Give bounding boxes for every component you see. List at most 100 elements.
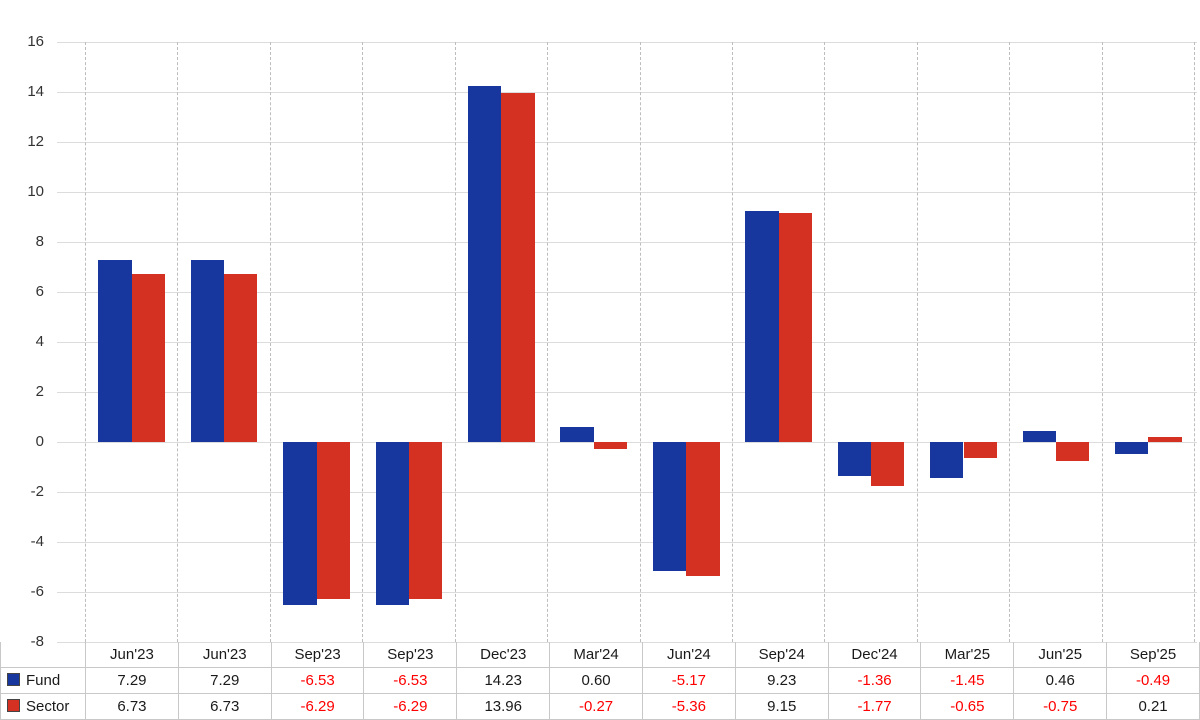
category-column xyxy=(547,42,639,642)
y-axis-labels: 16 14 12 10 8 6 4 2 0 -2 -4 -6 -8 xyxy=(0,34,48,650)
table-category-cell: Sep'25 xyxy=(1106,642,1200,668)
table-category-cell: Dec'23 xyxy=(456,642,551,668)
category-column xyxy=(269,42,362,642)
y-axis-tick-label: -4 xyxy=(30,533,44,550)
fund-bar xyxy=(468,86,502,442)
y-axis-tick-label: 0 xyxy=(35,433,44,450)
value-cell: -6.29 xyxy=(363,693,458,720)
sector-bar xyxy=(501,93,535,442)
sector-bar xyxy=(593,442,628,449)
table-row-fund: Fund 7.29 7.29 -6.53 -6.53 14.23 0.60 -5.17 9.23… xyxy=(0,667,1200,694)
y-axis-tick-label: 2 xyxy=(35,383,44,400)
value-cell: -0.49 xyxy=(1106,667,1200,694)
fund-bar xyxy=(1114,442,1149,455)
value-cell: 6.73 xyxy=(177,693,272,720)
value-cell: 7.29 xyxy=(85,667,179,694)
value-cell: 0.46 xyxy=(1013,667,1108,694)
y-axis-tick-label: 10 xyxy=(27,183,44,200)
category-column xyxy=(362,42,454,642)
table-category-row: Jun'23 Jun'23 Sep'23 Sep'23 Dec'23 Mar'24 Jun'… xyxy=(0,642,1200,668)
legend-label-sector: Sector xyxy=(26,698,70,715)
fund-bar xyxy=(98,259,132,442)
sector-bar xyxy=(408,442,443,600)
y-axis-tick-label: 8 xyxy=(35,233,44,250)
category-column xyxy=(639,42,732,642)
category-column xyxy=(731,42,824,642)
value-cell: -6.53 xyxy=(270,667,365,694)
table-category-cell: Mar'24 xyxy=(549,642,643,668)
sector-bar xyxy=(871,442,905,487)
legend-cell-sector: Sector xyxy=(0,693,86,720)
value-cell: 7.29 xyxy=(177,667,272,694)
value-cell: 9.23 xyxy=(734,667,829,694)
category-column xyxy=(85,42,177,642)
value-cell: 0.21 xyxy=(1106,693,1200,720)
table-body: Jun'23 Jun'23 Sep'23 Sep'23 Dec'23 Mar'24 Jun'… xyxy=(0,642,1200,720)
sector-bar xyxy=(1148,436,1182,442)
value-cell: 14.23 xyxy=(456,667,551,694)
value-cell: -0.65 xyxy=(920,693,1015,720)
table-category-cell: Sep'23 xyxy=(270,642,365,668)
category-columns xyxy=(85,42,1196,642)
table-category-cell: Sep'24 xyxy=(734,642,829,668)
sector-bar xyxy=(224,273,258,442)
sector-bar xyxy=(778,213,813,442)
value-cell: 9.15 xyxy=(734,693,829,720)
fund-bar xyxy=(652,442,687,572)
y-axis-tick-label: -2 xyxy=(30,483,44,500)
fund-bar xyxy=(745,211,779,442)
sector-bar xyxy=(686,442,720,576)
legend-swatch-sector xyxy=(7,699,20,712)
sector-bar xyxy=(131,273,166,442)
value-cell: 0.60 xyxy=(549,667,643,694)
value-cell: 6.73 xyxy=(85,693,179,720)
category-column xyxy=(177,42,269,642)
table-category-cell: Jun'23 xyxy=(177,642,272,668)
value-cell: -5.36 xyxy=(641,693,736,720)
sector-bar xyxy=(316,442,350,600)
value-cell: -6.29 xyxy=(270,693,365,720)
plot-area xyxy=(57,42,1197,643)
y-axis-tick-label: 12 xyxy=(27,133,44,150)
y-axis-tick-label: 6 xyxy=(35,283,44,300)
fund-bar xyxy=(190,259,225,442)
value-cell: -5.17 xyxy=(641,667,736,694)
category-column xyxy=(454,42,547,642)
value-cell: -0.75 xyxy=(1013,693,1108,720)
y-axis-tick-label: 4 xyxy=(35,333,44,350)
fund-bar xyxy=(930,442,964,479)
table-category-cell: Jun'25 xyxy=(1013,642,1108,668)
table-category-cell: Mar'25 xyxy=(920,642,1015,668)
fund-bar xyxy=(283,442,317,606)
legend-label-fund: Fund xyxy=(26,672,61,689)
value-cell: -1.36 xyxy=(827,667,922,694)
y-axis-tick-label: 16 xyxy=(27,33,44,50)
table-row-sector: Sector 6.73 6.73 -6.29 -6.29 13.96 -0.27 -5.36 9… xyxy=(0,693,1200,720)
table-corner-cell xyxy=(0,642,86,668)
fund-bar xyxy=(837,442,872,476)
category-column xyxy=(916,42,1009,642)
value-cell: 13.96 xyxy=(456,693,551,720)
category-column xyxy=(1009,42,1101,642)
value-cell: -6.53 xyxy=(363,667,458,694)
legend-cell-fund: Fund xyxy=(0,667,86,694)
sector-bar xyxy=(1055,442,1090,461)
table-category-cell: Jun'24 xyxy=(641,642,736,668)
sector-bar xyxy=(963,442,997,459)
category-column xyxy=(1101,42,1196,642)
table-category-cell: Jun'23 xyxy=(85,642,179,668)
fund-bar xyxy=(375,442,409,606)
fund-bar xyxy=(1022,430,1056,442)
y-axis-tick-label: 14 xyxy=(27,83,44,100)
table-category-cell: Dec'24 xyxy=(827,642,922,668)
data-table: Jun'23 Jun'23 Sep'23 Sep'23 Dec'23 Mar'24 Jun'… xyxy=(0,642,1200,720)
table-category-cell: Sep'23 xyxy=(363,642,458,668)
value-cell: -0.27 xyxy=(549,693,643,720)
y-axis-tick-label: -6 xyxy=(30,583,44,600)
value-cell: -1.77 xyxy=(827,693,922,720)
category-column xyxy=(824,42,916,642)
value-cell: -1.45 xyxy=(920,667,1015,694)
fund-bar xyxy=(560,427,594,442)
legend-swatch-fund xyxy=(7,673,20,686)
